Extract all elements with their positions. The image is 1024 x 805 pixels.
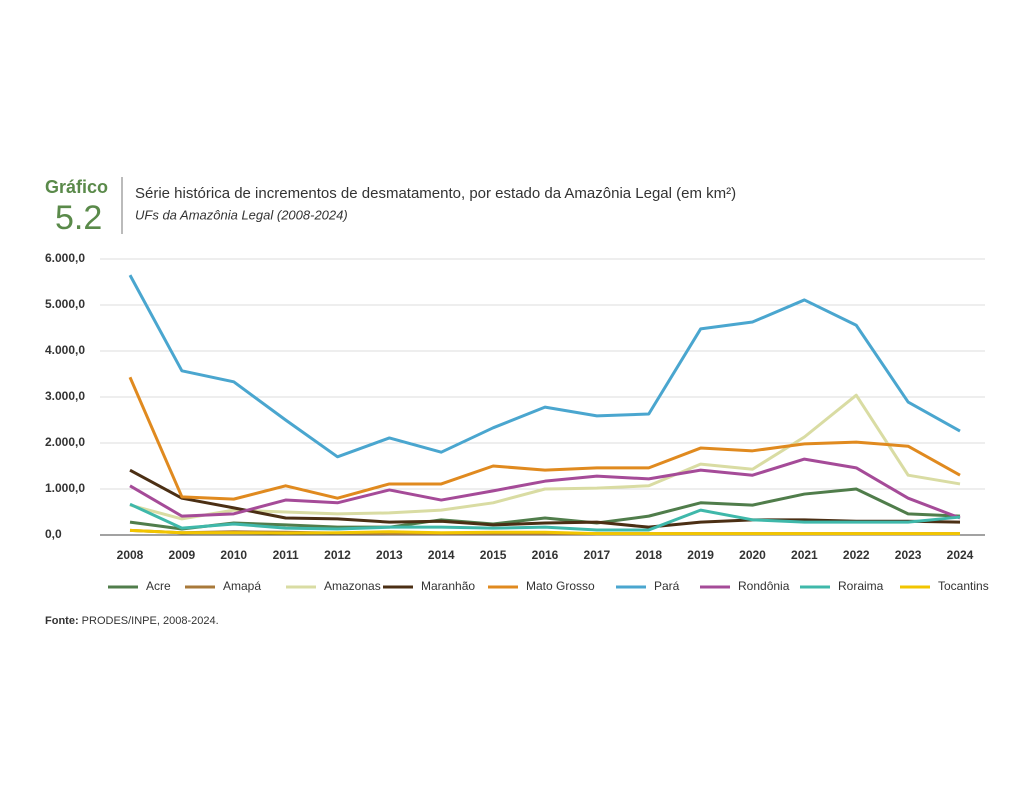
legend-label: Roraima xyxy=(838,579,884,593)
source: Fonte: PRODES/INPE, 2008-2024. xyxy=(45,615,219,627)
chart-number: 5.2 xyxy=(55,199,102,237)
legend-label: Mato Grosso xyxy=(526,579,595,593)
x-tick-label: 2022 xyxy=(843,548,870,562)
x-tick-label: 2018 xyxy=(635,548,662,562)
source-text: PRODES/INPE, 2008-2024. xyxy=(82,615,219,627)
x-tick-label: 2010 xyxy=(220,548,247,562)
series-line xyxy=(129,393,961,521)
legend-label: Rondônia xyxy=(738,579,790,593)
legend-label: Acre xyxy=(146,579,171,593)
x-tick-label: 2015 xyxy=(480,548,507,562)
x-tick-label: 2008 xyxy=(117,548,144,562)
y-tick-label: 3.000,0 xyxy=(45,389,85,403)
source-label: Fonte: xyxy=(45,615,79,627)
x-tick-label: 2017 xyxy=(584,548,611,562)
chart-title: Série histórica de incrementos de desmat… xyxy=(135,185,736,202)
x-tick-label: 2009 xyxy=(169,548,196,562)
legend-label: Tocantins xyxy=(938,579,989,593)
x-tick-label: 2016 xyxy=(532,548,559,562)
series-line xyxy=(128,376,961,501)
legend-label: Amapá xyxy=(223,579,261,593)
legend-label: Maranhão xyxy=(421,579,475,593)
x-tick-label: 2013 xyxy=(376,548,403,562)
y-tick-label: 1.000,0 xyxy=(45,481,85,495)
x-tick-label: 2021 xyxy=(791,548,818,562)
series-line xyxy=(129,502,961,532)
x-tick-label: 2023 xyxy=(895,548,922,562)
series-line xyxy=(129,468,961,529)
y-tick-label: 2.000,0 xyxy=(45,435,85,449)
legend-label: Amazonas xyxy=(324,579,381,593)
x-tick-label: 2019 xyxy=(687,548,714,562)
x-tick-label: 2024 xyxy=(947,548,974,562)
series-line xyxy=(129,457,961,520)
x-tick-label: 2012 xyxy=(324,548,351,562)
series-line xyxy=(128,274,961,459)
x-tick-label: 2020 xyxy=(739,548,766,562)
chart-label: Gráfico xyxy=(45,177,108,197)
y-tick-label: 0,0 xyxy=(45,527,62,541)
y-tick-label: 6.000,0 xyxy=(45,251,85,265)
series-line xyxy=(129,487,961,531)
chart-subtitle: UFs da Amazônia Legal (2008-2024) xyxy=(135,207,348,222)
x-tick-label: 2014 xyxy=(428,548,455,562)
x-tick-label: 2011 xyxy=(273,548,299,562)
legend-label: Pará xyxy=(654,579,680,593)
series-line xyxy=(129,528,960,536)
y-tick-label: 5.000,0 xyxy=(45,297,85,311)
y-tick-label: 4.000,0 xyxy=(45,343,85,357)
